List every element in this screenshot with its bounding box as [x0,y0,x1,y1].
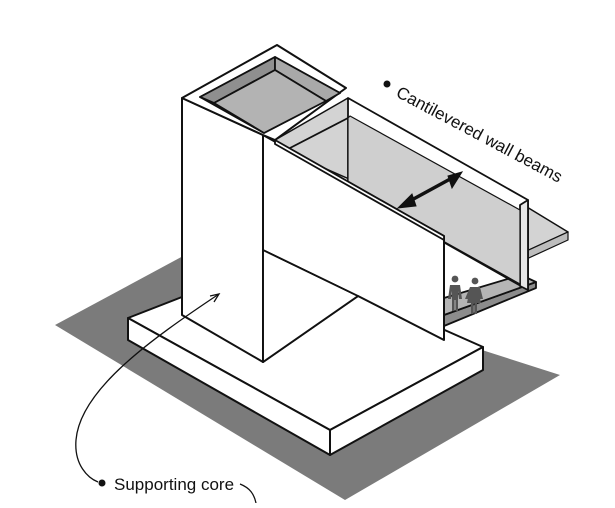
bullet-icon [383,80,391,88]
supporting-core-leader [75,293,220,483]
label-tail [239,483,257,504]
near-wall-beam [274,117,445,241]
label-supporting-core: Supporting core [114,475,234,494]
double-arrow-icon [396,171,464,209]
leader-arrowhead [209,293,221,303]
bullet-icon [98,479,106,487]
people-icon [448,275,483,314]
core-cutout [262,249,359,363]
far-wall-beam [347,97,529,291]
core-top-opening [199,56,341,134]
